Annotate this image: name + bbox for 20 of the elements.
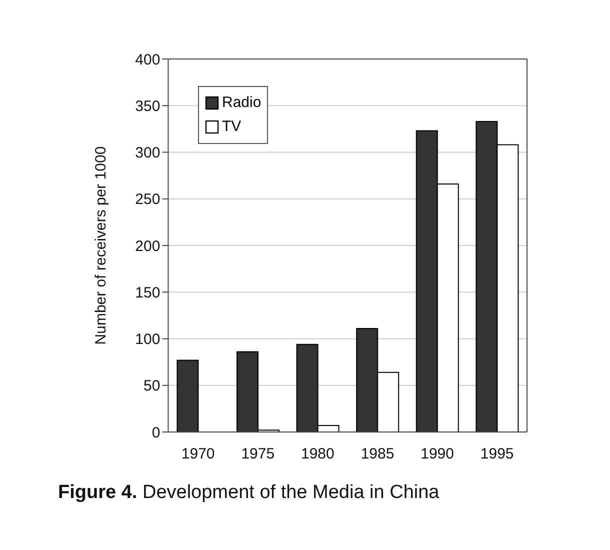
bar xyxy=(176,360,199,432)
x-tick-label: 1985 xyxy=(360,446,394,463)
legend-label: Radio xyxy=(222,93,262,113)
y-tick-label: 300 xyxy=(135,144,160,162)
x-tick-label: 1980 xyxy=(301,446,334,463)
y-tick-label: 200 xyxy=(135,238,160,255)
y-tick-label: 250 xyxy=(135,191,160,208)
y-tick-label: 50 xyxy=(144,378,160,395)
x-tick-label: 1975 xyxy=(241,446,275,463)
x-tick-label: 1970 xyxy=(181,446,215,463)
y-tick-label: 100 xyxy=(135,331,160,348)
y-tick-label: 150 xyxy=(135,284,160,302)
x-tick-label: 1990 xyxy=(420,446,454,463)
y-axis-title: Number of receivers per 1000 xyxy=(92,146,110,345)
legend-label: TV xyxy=(222,117,242,137)
y-tick-label: 400 xyxy=(135,51,160,68)
y-tick-label: 0 xyxy=(152,424,160,442)
y-tick-label: 350 xyxy=(135,98,160,115)
text: Figure 4. Development of the Media in China xyxy=(58,482,440,503)
x-tick-label: 1995 xyxy=(480,446,514,463)
